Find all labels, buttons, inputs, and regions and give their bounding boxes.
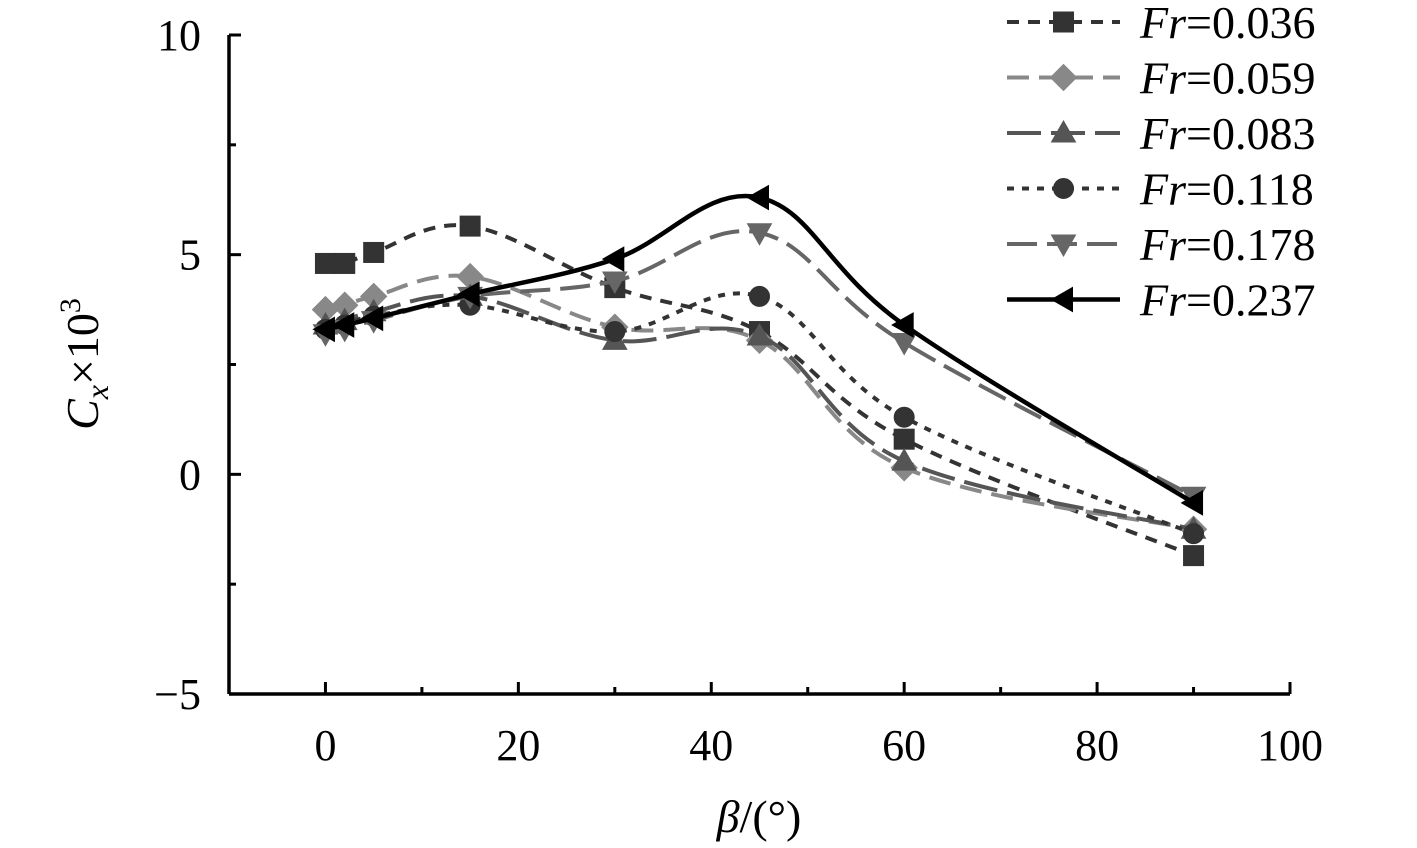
legend-label: Fr=0.083 (1139, 108, 1315, 159)
y-tick-label: 10 (157, 11, 201, 60)
data-point (749, 285, 770, 307)
y-axis-title: Cx×103 (54, 298, 115, 430)
data-point (746, 223, 773, 246)
series-line (325, 291, 1195, 536)
legend-entry: Fr=0.083 (1007, 108, 1315, 159)
x-tick-label: 0 (314, 721, 336, 770)
legend-label-var: Fr (1139, 164, 1187, 215)
data-point (334, 252, 356, 274)
data-point (604, 321, 626, 343)
data-point (891, 333, 918, 356)
legend-entry: Fr=0.059 (1007, 53, 1315, 104)
legend-marker (1050, 119, 1077, 143)
series-line (324, 193, 1195, 505)
y-tick-label: 5 (179, 231, 201, 280)
x-tick-label: 100 (1257, 721, 1323, 770)
series-line (325, 273, 1194, 532)
legend-label-value: =0.059 (1186, 53, 1315, 104)
data-point (331, 312, 355, 338)
y-axis-symbol: C (57, 398, 108, 430)
x-tick-label: 20 (496, 721, 540, 770)
x-axis-unit: /(°) (740, 791, 802, 842)
legend-label-value: =0.083 (1186, 108, 1315, 159)
x-axis-title: β/(°) (716, 791, 802, 842)
legend-label-var: Fr (1139, 0, 1187, 48)
legend-label-var: Fr (1139, 219, 1187, 270)
data-point (601, 246, 625, 272)
series-line (325, 293, 1195, 532)
legend-label-var: Fr (1139, 53, 1187, 104)
x-tick-label: 60 (882, 721, 926, 770)
legend-marker (1053, 178, 1074, 199)
data-point (459, 215, 481, 237)
data-point (363, 241, 385, 263)
data-point (601, 271, 628, 295)
legend-entry: Fr=0.118 (1007, 164, 1314, 215)
legend-marker (1049, 63, 1078, 92)
series-fr-0-237 (312, 184, 1204, 516)
x-tick-label: 80 (1075, 721, 1119, 770)
x-axis-symbol: β (716, 791, 740, 842)
data-point (893, 428, 915, 450)
data-point (746, 322, 773, 346)
legend-label: Fr=0.059 (1139, 53, 1315, 104)
data-point (314, 252, 336, 274)
data-point (746, 184, 769, 211)
legend-label: Fr=0.178 (1139, 219, 1315, 270)
legend: Fr=0.036Fr=0.059Fr=0.083Fr=0.118Fr=0.178… (1007, 0, 1315, 326)
x-tick-label: 40 (689, 721, 733, 770)
y-axis-exponent: 3 (54, 298, 87, 313)
data-point (360, 305, 384, 332)
y-axis-subscript: x (79, 385, 115, 400)
legend-entry: Fr=0.036 (1007, 0, 1315, 48)
legend-entry: Fr=0.178 (1007, 219, 1315, 270)
legend-label: Fr=0.036 (1139, 0, 1315, 48)
legend-marker (1050, 286, 1073, 313)
series-fr-0-178 (312, 223, 1207, 510)
legend-label-value: =0.178 (1186, 219, 1315, 270)
series-fr-0-036 (314, 215, 1205, 567)
data-point (891, 312, 914, 338)
data-point (1183, 545, 1205, 567)
legend-label-value: =0.118 (1186, 164, 1314, 215)
legend-label: Fr=0.237 (1139, 275, 1315, 326)
data-point (1180, 490, 1204, 516)
y-axis-times: ×10 (57, 313, 108, 385)
legend-entry: Fr=0.237 (1007, 275, 1315, 326)
data-point (893, 406, 915, 428)
data-point (457, 281, 480, 308)
legend-marker (1050, 234, 1077, 258)
axes: 0 20 40 60 80 100 −5 0 5 10 (154, 11, 1323, 770)
data-point (891, 448, 918, 471)
data-point (1183, 523, 1205, 545)
legend-label-value: =0.036 (1186, 0, 1315, 48)
legend-label-var: Fr (1139, 108, 1187, 159)
series-layer (311, 184, 1208, 567)
series-line (325, 229, 1195, 499)
legend-label: Fr=0.118 (1139, 164, 1314, 215)
data-point (312, 316, 335, 343)
legend-label-var: Fr (1139, 275, 1187, 326)
legend-marker (1053, 11, 1074, 33)
y-tick-label: −5 (154, 670, 201, 719)
legend-label-value: =0.237 (1186, 275, 1315, 326)
y-tick-label: 0 (179, 450, 201, 499)
